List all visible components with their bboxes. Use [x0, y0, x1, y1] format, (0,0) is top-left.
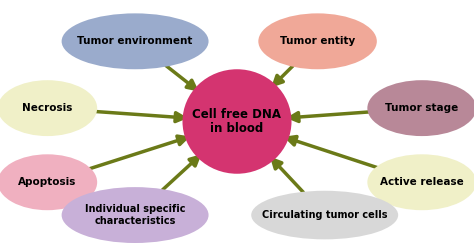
Ellipse shape	[367, 80, 474, 136]
Ellipse shape	[367, 154, 474, 210]
Text: Cell free DNA
in blood: Cell free DNA in blood	[192, 107, 282, 136]
Ellipse shape	[182, 69, 292, 174]
Text: Circulating tumor cells: Circulating tumor cells	[262, 210, 387, 220]
Text: Active release: Active release	[380, 177, 464, 187]
Ellipse shape	[0, 80, 97, 136]
Text: Necrosis: Necrosis	[22, 103, 73, 113]
Ellipse shape	[62, 187, 209, 243]
Text: Apoptosis: Apoptosis	[18, 177, 77, 187]
Text: Individual specific
characteristics: Individual specific characteristics	[85, 204, 185, 226]
Text: Tumor entity: Tumor entity	[280, 36, 355, 46]
Ellipse shape	[0, 154, 97, 210]
Text: Tumor stage: Tumor stage	[385, 103, 458, 113]
Ellipse shape	[258, 13, 377, 69]
Ellipse shape	[251, 191, 398, 239]
Text: Tumor environment: Tumor environment	[77, 36, 193, 46]
Ellipse shape	[62, 13, 209, 69]
